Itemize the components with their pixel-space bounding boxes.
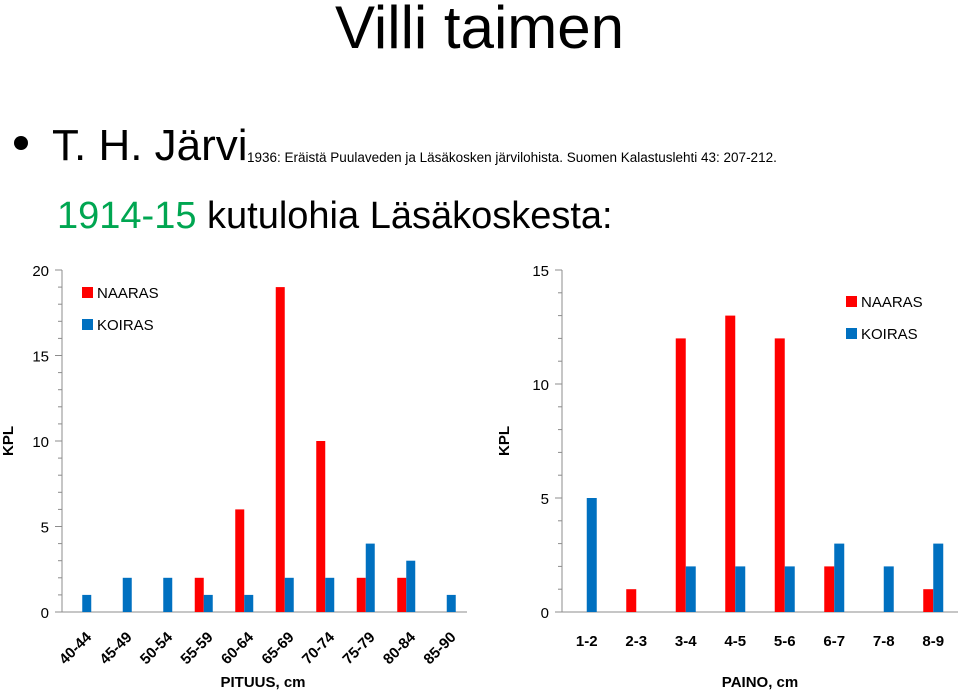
- length-y-tick-label: 20: [32, 263, 49, 280]
- length-y-tick-label: 0: [41, 605, 49, 622]
- subheading-year: 1914-15: [57, 195, 197, 237]
- length-bar-koiras: [325, 577, 335, 612]
- weight-bar-koiras: [784, 566, 795, 612]
- weight-y-tick-label: 15: [532, 263, 549, 280]
- length-y-tick-label: 5: [41, 520, 49, 537]
- length-y-axis-title: KPL: [0, 426, 17, 456]
- length-y-tick-label: 15: [32, 349, 49, 366]
- length-bar-naaras: [316, 441, 326, 612]
- subheading: 1914-15 kutulohia Läsäkoskesta:: [57, 192, 613, 240]
- weight-legend-swatch-koiras: [846, 328, 857, 339]
- author-name: T. H. Järvi: [52, 121, 248, 170]
- weight-y-tick-label: 0: [541, 605, 549, 622]
- length-bar-naaras: [194, 577, 204, 612]
- weight-bar-naaras: [626, 589, 637, 612]
- weight-y-tick-label: 10: [532, 377, 549, 394]
- weight-y-axis-title: KPL: [496, 426, 513, 456]
- length-bar-koiras: [203, 594, 213, 612]
- weight-bar-koiras: [834, 543, 845, 612]
- length-bar-koiras: [365, 543, 375, 612]
- weight-bar-koiras: [735, 566, 746, 612]
- weight-bar-koiras: [933, 543, 944, 612]
- length-bar-naaras: [397, 577, 407, 612]
- length-y-tick-label: 10: [32, 434, 49, 451]
- length-bar-koiras: [122, 577, 132, 612]
- weight-bar-naaras: [923, 589, 934, 612]
- slide-title: Villi taimen: [334, 0, 624, 61]
- weight-category-label: 2-3: [625, 633, 647, 650]
- length-bar-koiras: [82, 594, 92, 612]
- weight-category-label: 8-9: [922, 633, 944, 650]
- length-legend-label-koiras: KOIRAS: [97, 317, 154, 334]
- weight-bar-naaras: [824, 566, 835, 612]
- length-legend-swatch-naaras: [82, 287, 93, 298]
- length-bar-naaras: [235, 509, 245, 612]
- length-bar-koiras: [244, 594, 254, 612]
- weight-category-label: 5-6: [774, 633, 796, 650]
- weight-bar-koiras: [883, 566, 894, 612]
- length-bar-koiras: [406, 560, 416, 612]
- length-x-axis-title: PITUUS, cm: [220, 674, 305, 691]
- weight-category-label: 3-4: [675, 633, 697, 650]
- length-bar-koiras: [163, 577, 173, 612]
- weight-legend-label-koiras: KOIRAS: [861, 326, 918, 343]
- weight-bar-naaras: [774, 338, 785, 612]
- weight-bar-koiras: [586, 498, 597, 612]
- weight-legend-swatch-naaras: [846, 296, 857, 307]
- weight-legend-label-naaras: NAARAS: [861, 294, 923, 311]
- weight-category-label: 6-7: [823, 633, 845, 650]
- reference-citation: 1936: Eräistä Puulaveden ja Läsäkosken j…: [247, 150, 777, 165]
- weight-y-tick-label: 5: [541, 491, 549, 508]
- subheading-text: kutulohia Läsäkoskesta:: [196, 195, 613, 237]
- length-legend-swatch-koiras: [82, 319, 93, 330]
- length-bar-koiras: [284, 577, 294, 612]
- weight-bar-naaras: [725, 315, 736, 612]
- length-bar-koiras: [446, 594, 456, 612]
- length-bar-naaras: [275, 287, 285, 612]
- bullet-dot: [14, 136, 28, 150]
- weight-category-label: 7-8: [873, 633, 895, 650]
- weight-category-label: 4-5: [724, 633, 746, 650]
- length-bar-naaras: [356, 577, 366, 612]
- weight-bar-koiras: [685, 566, 696, 612]
- length-legend-label-naaras: NAARAS: [97, 285, 159, 302]
- weight-category-label: 1-2: [576, 633, 598, 650]
- weight-bar-naaras: [675, 338, 686, 612]
- weight-x-axis-title: PAINO, cm: [722, 674, 798, 691]
